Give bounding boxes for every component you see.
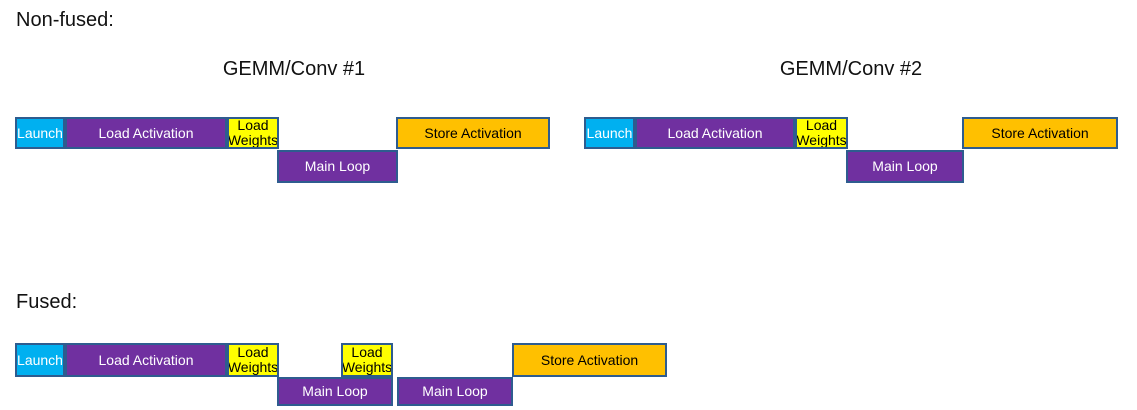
timeline-block-main-loop: Main Loop: [277, 150, 398, 183]
timeline-block-main-loop: Main Loop: [277, 377, 393, 406]
timeline-block-store-activation: Store Activation: [396, 117, 550, 149]
timeline-block-main-loop: Main Loop: [397, 377, 513, 406]
gemm-conv-2-title: GEMM/Conv #2: [779, 58, 923, 80]
timeline-block-load-activation: Load Activation: [635, 117, 795, 149]
timeline-block-load-weights: Load Weights: [227, 343, 279, 377]
gemm-conv-1-title: GEMM/Conv #1: [222, 58, 366, 80]
timeline-block-main-loop: Main Loop: [846, 150, 964, 183]
timeline-block-load-activation: Load Activation: [65, 117, 227, 149]
timeline-block-store-activation: Store Activation: [962, 117, 1118, 149]
timeline-block-load-weights: Load Weights: [341, 343, 393, 377]
timeline-block-load-weights: Load Weights: [795, 117, 848, 149]
timeline-block-launch: Launch: [584, 117, 635, 149]
timeline-block-store-activation: Store Activation: [512, 343, 667, 377]
timeline-block-load-activation: Load Activation: [65, 343, 227, 377]
timeline-block-launch: Launch: [15, 117, 65, 149]
non-fused-section-label: Non-fused:: [16, 9, 114, 31]
timeline-block-load-weights: Load Weights: [227, 117, 279, 149]
fused-section-label: Fused:: [16, 291, 78, 313]
timeline-block-launch: Launch: [15, 343, 65, 377]
